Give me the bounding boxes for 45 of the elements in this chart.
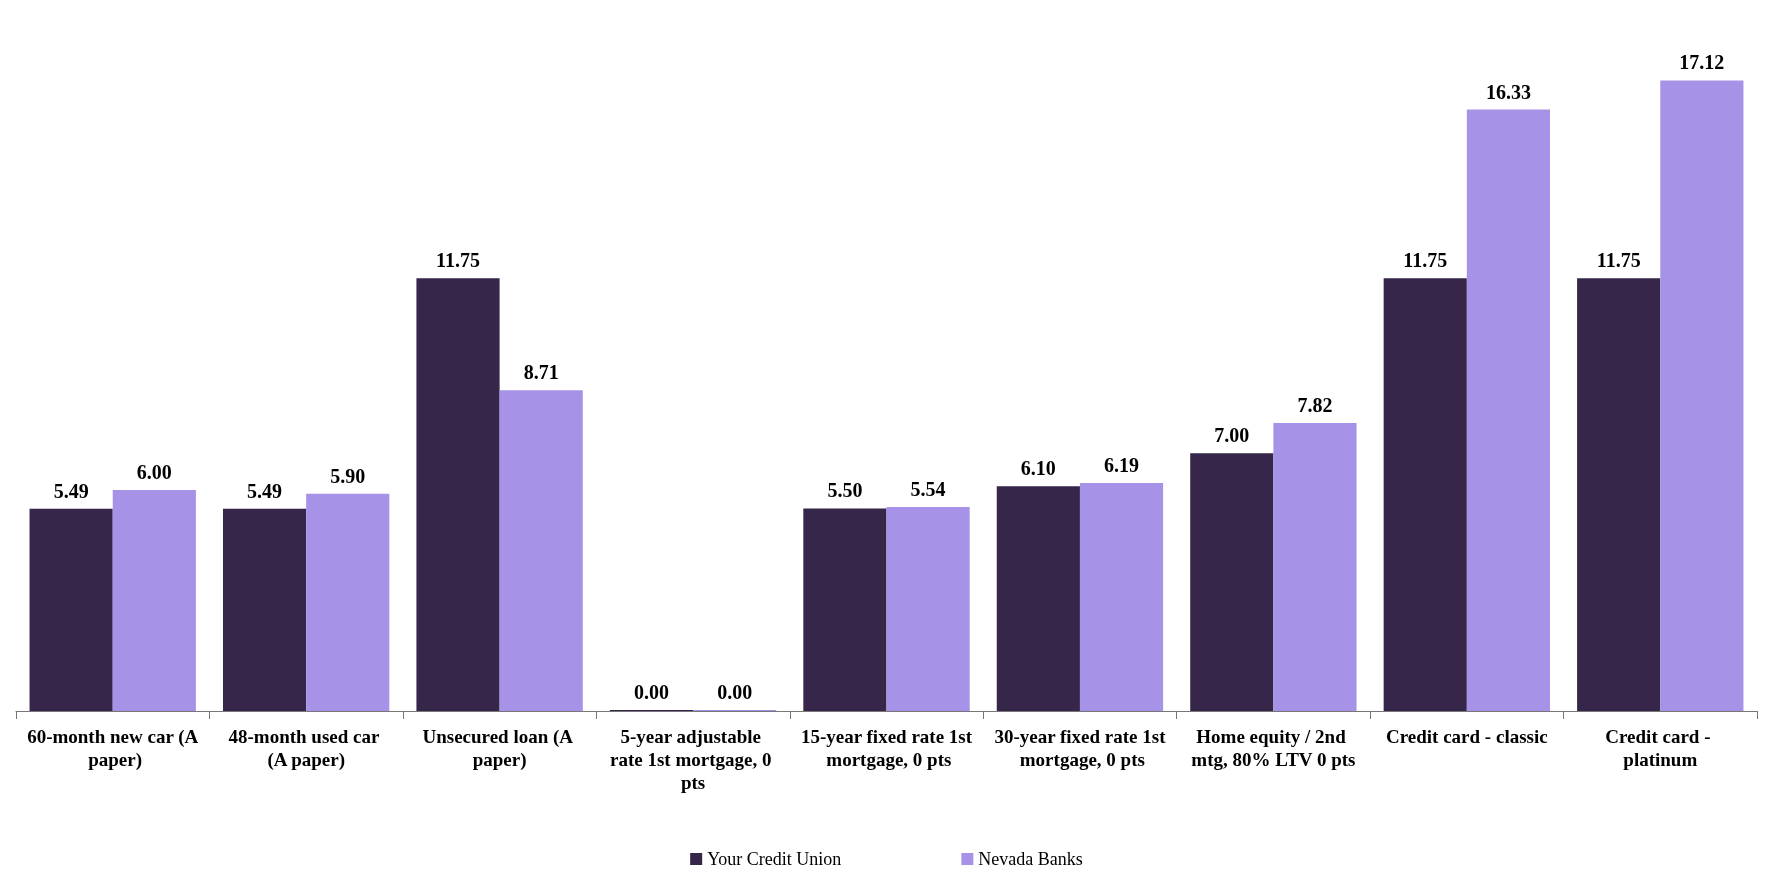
bar (803, 508, 887, 711)
bar (886, 506, 970, 711)
bar (1660, 80, 1744, 711)
bar (29, 508, 113, 711)
data-label: 8.71 (523, 361, 559, 384)
data-label: 11.75 (1596, 249, 1641, 272)
x-tick-label: 48-month used car (A paper) (228, 726, 384, 771)
bar (1466, 109, 1551, 711)
data-label: 6.19 (1104, 454, 1140, 476)
data-label: 5.49 (53, 479, 89, 502)
data-label: 16.33 (1485, 80, 1531, 103)
x-tick-label: 15-year fixed rate 1st mortgage, 0 pts (800, 726, 973, 770)
data-label: 7.00 (1214, 424, 1250, 447)
bar (1383, 278, 1467, 711)
data-label: 6.10 (1020, 457, 1056, 480)
data-label: 11.75 (1403, 249, 1448, 272)
legend-label: Your Credit Union (707, 849, 842, 869)
x-tick-label: 60-month new car (A paper) (27, 726, 199, 771)
data-label: 17.12 (1679, 51, 1725, 74)
data-label: 0.00 (717, 681, 753, 703)
data-label: 0.00 (633, 681, 669, 703)
bar (996, 486, 1080, 711)
data-label: 7.82 (1297, 393, 1333, 416)
bar (112, 490, 196, 711)
bar (1273, 422, 1357, 711)
data-label: 5.49 (247, 479, 283, 502)
data-label: 5.54 (910, 477, 946, 500)
x-tick-label: Credit card - platinum (1605, 726, 1716, 770)
bar (416, 278, 500, 711)
bar (1079, 483, 1164, 711)
x-tick-label: 30-year fixed rate 1st mortgage, 0 pts (994, 726, 1167, 770)
data-label: 6.00 (136, 461, 172, 483)
bar (1190, 453, 1274, 711)
bar (222, 508, 307, 711)
data-label: 11.75 (436, 249, 480, 272)
x-tick-label: Credit card - classic (1386, 726, 1548, 747)
bar (499, 390, 583, 711)
x-tick-label: 5-year adjustable rate 1st mortgage, 0 pts (609, 726, 777, 793)
bar (1577, 278, 1661, 711)
data-label: 5.50 (827, 479, 863, 502)
x-tick-label: Unsecured loan (A paper) (422, 726, 577, 771)
x-tick-label: Home equity / 2nd mtg, 80% LTV 0 pts (1191, 726, 1356, 770)
legend-label: Nevada Banks (978, 849, 1083, 869)
bar (306, 493, 390, 711)
data-label: 5.90 (330, 464, 366, 487)
